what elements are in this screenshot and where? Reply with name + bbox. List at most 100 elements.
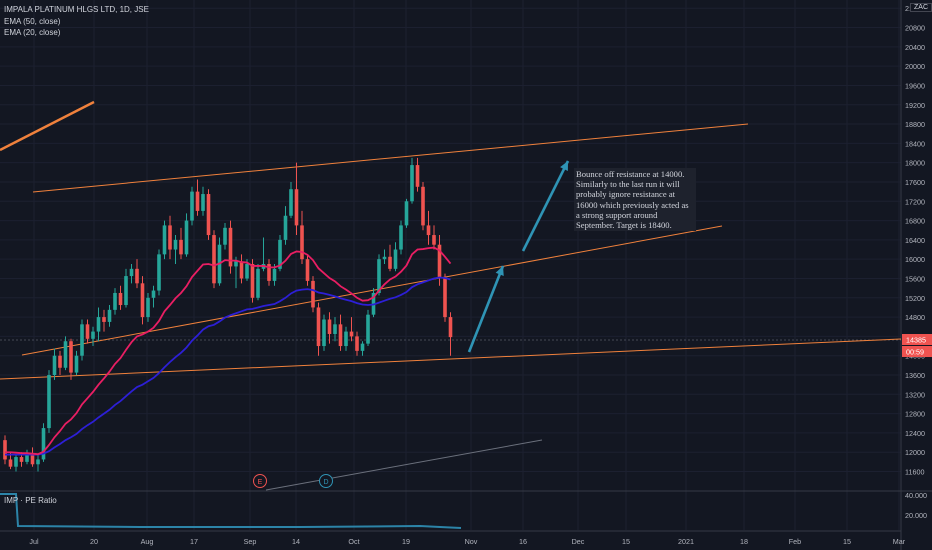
trend-line-mid[interactable] xyxy=(21,225,723,356)
candle-body[interactable] xyxy=(322,319,326,347)
candle-body[interactable] xyxy=(437,244,442,279)
candle-body[interactable] xyxy=(338,324,343,347)
ema20-line[interactable] xyxy=(5,246,452,456)
analysis-note[interactable]: Bounce off resistance at 14000. Similarl… xyxy=(574,168,696,232)
candle-body[interactable] xyxy=(300,225,304,260)
candle-body[interactable] xyxy=(415,165,420,187)
candle-body[interactable] xyxy=(448,317,453,338)
candle-body[interactable] xyxy=(294,189,299,226)
candle-body[interactable] xyxy=(25,454,29,462)
candle-body[interactable] xyxy=(113,292,117,310)
candle-body[interactable] xyxy=(366,314,370,344)
candle-body[interactable] xyxy=(311,280,315,308)
candle-body[interactable] xyxy=(91,331,95,339)
candle-body[interactable] xyxy=(239,261,244,279)
candle-body[interactable] xyxy=(96,317,101,332)
candle-body[interactable] xyxy=(201,194,205,211)
event-marker-e[interactable] xyxy=(253,474,267,488)
candle-body[interactable] xyxy=(256,268,260,298)
candle-body[interactable] xyxy=(41,428,46,460)
candle-body[interactable] xyxy=(349,331,354,337)
pe-ratio-legend[interactable]: IMP · PE Ratio xyxy=(4,496,57,505)
candle-body[interactable] xyxy=(421,186,425,226)
price-tick-label: 20800 xyxy=(905,24,925,33)
candle-body[interactable] xyxy=(173,239,178,250)
candle-body[interactable] xyxy=(206,194,211,236)
candle-body[interactable] xyxy=(327,319,332,334)
candle-body[interactable] xyxy=(162,225,167,255)
candle-body[interactable] xyxy=(404,201,409,226)
trend-line-resistance[interactable] xyxy=(32,123,749,193)
candle-body[interactable] xyxy=(195,191,200,211)
candle-body[interactable] xyxy=(410,165,414,202)
candle-body[interactable] xyxy=(393,249,398,269)
candle-body[interactable] xyxy=(267,264,271,281)
candle-body[interactable] xyxy=(8,459,13,467)
candle-body[interactable] xyxy=(118,292,123,306)
candle-body[interactable] xyxy=(190,191,194,221)
trend-line-grey[interactable] xyxy=(265,439,543,491)
candle-body[interactable] xyxy=(388,256,392,269)
ema20-legend[interactable]: EMA (20, close) xyxy=(4,28,61,37)
candle-body[interactable] xyxy=(426,225,431,236)
candle-body[interactable] xyxy=(52,355,57,376)
candle-body[interactable] xyxy=(129,268,134,277)
candle-body[interactable] xyxy=(107,309,112,322)
candle-body[interactable] xyxy=(63,341,68,368)
candle-body[interactable] xyxy=(74,355,79,373)
candle-body[interactable] xyxy=(283,215,288,240)
candle-body[interactable] xyxy=(212,235,216,284)
candle-body[interactable] xyxy=(47,375,51,429)
candle-body[interactable] xyxy=(102,317,106,322)
ema50-legend[interactable]: EMA (50, close) xyxy=(4,17,61,26)
candle-body[interactable] xyxy=(228,227,233,267)
candle-body[interactable] xyxy=(146,297,150,318)
ema50-line[interactable] xyxy=(5,276,451,456)
candle-body[interactable] xyxy=(124,276,128,306)
candle-body[interactable] xyxy=(432,235,436,245)
trend-line-support[interactable] xyxy=(0,338,902,380)
up-arrow-short[interactable] xyxy=(467,265,505,353)
candle-body[interactable] xyxy=(184,220,189,255)
candle-body[interactable] xyxy=(272,268,277,281)
candle-body[interactable] xyxy=(245,264,249,279)
candle-body[interactable] xyxy=(85,324,90,339)
candle-body[interactable] xyxy=(30,454,35,465)
candle-body[interactable] xyxy=(135,268,139,284)
up-arrow-long[interactable] xyxy=(521,160,570,252)
candle-body[interactable] xyxy=(360,343,365,351)
candle-body[interactable] xyxy=(58,355,62,368)
candle-body[interactable] xyxy=(36,459,40,465)
candle-body[interactable] xyxy=(355,336,359,351)
candle-body[interactable] xyxy=(80,324,84,356)
event-marker-d[interactable] xyxy=(319,474,333,488)
candle-body[interactable] xyxy=(344,331,348,347)
currency-label[interactable]: ZAC xyxy=(910,3,932,12)
candle-body[interactable] xyxy=(179,239,183,255)
candle-body[interactable] xyxy=(19,457,24,462)
candle-body[interactable] xyxy=(168,225,172,250)
pe-ratio-line[interactable] xyxy=(0,493,462,529)
candle-body[interactable] xyxy=(151,290,156,298)
candle-body[interactable] xyxy=(157,254,161,291)
time-tick-label: 19 xyxy=(402,537,410,546)
candle-body[interactable] xyxy=(316,307,321,347)
candle-body[interactable] xyxy=(377,259,381,293)
candle-body[interactable] xyxy=(14,457,18,467)
candle-body[interactable] xyxy=(140,283,145,318)
candle-body[interactable] xyxy=(223,227,227,245)
candle-body[interactable] xyxy=(69,341,73,373)
candle-body[interactable] xyxy=(250,264,255,298)
candle-body[interactable] xyxy=(305,259,310,281)
candle-body[interactable] xyxy=(278,239,282,269)
time-tick-label: 16 xyxy=(519,537,527,546)
candle-body[interactable] xyxy=(443,278,447,318)
trend-line-top-left[interactable] xyxy=(0,100,95,152)
candle-body[interactable] xyxy=(399,225,403,250)
candle-body[interactable] xyxy=(234,261,238,267)
candle-body[interactable] xyxy=(3,440,7,460)
candle-body[interactable] xyxy=(289,189,293,216)
candle-body[interactable] xyxy=(382,256,387,260)
candle-body[interactable] xyxy=(333,324,337,334)
